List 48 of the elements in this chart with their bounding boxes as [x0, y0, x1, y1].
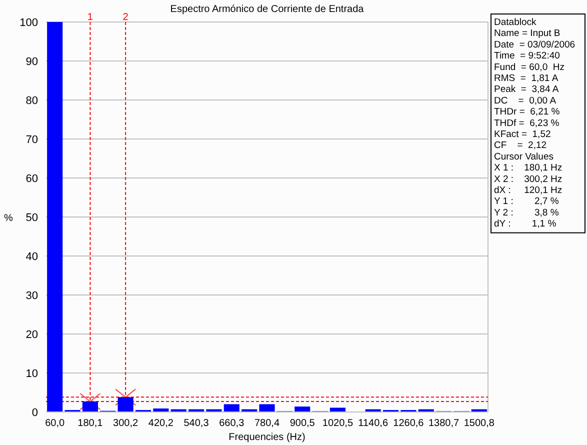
y-tick-label: 70: [26, 134, 38, 146]
x-tick-label: 900,5: [290, 418, 316, 429]
text: DC = 0,00 A: [494, 95, 557, 106]
x-tick-label: 60,0: [45, 418, 66, 429]
text: dX : 120,1 Hz: [494, 185, 562, 196]
x-tick-label: 540,3: [184, 418, 210, 429]
y-tick-label: 60: [26, 173, 38, 185]
y-tick-label: 30: [26, 290, 38, 302]
text: CF = 2,12: [494, 140, 547, 152]
ref-line-label: 1: [87, 12, 94, 23]
text: Fund = 60,0 Hz: [494, 62, 565, 73]
text: dY : 1,1 %: [494, 218, 557, 230]
text: Cursor Values: [494, 151, 554, 162]
y-tick-label: 40: [26, 251, 38, 263]
x-tick-label: 1140,6: [358, 418, 388, 429]
text: RMS = 1,81 A: [494, 73, 559, 84]
text: THDr = 6,21 %: [494, 106, 560, 118]
text: Y 1 : 2,7 %: [494, 196, 560, 208]
text: Peak = 3,84 A: [494, 84, 560, 96]
text: THDf = 6,23 %: [494, 118, 560, 129]
chart-title: Espectro Armónico de Corriente de Entrada: [170, 4, 364, 15]
x-tick-label: 420,2: [148, 418, 174, 429]
text: KFact = 1,52: [494, 129, 551, 140]
text: X 2 : 300,2 Hz: [494, 174, 562, 185]
text: X 1 : 180,1 Hz: [494, 162, 562, 174]
y-tick-label: 80: [26, 95, 38, 107]
text: Y 2 : 3,8 %: [494, 207, 560, 218]
x-tick-label: 1020,5: [322, 418, 354, 429]
ref-line-label: 2: [122, 12, 129, 23]
text: Name = Input B: [494, 28, 560, 40]
y-tick-label: 100: [20, 17, 38, 29]
x-tick-label: 300,2: [113, 418, 139, 429]
x-tick-label: 180,1: [78, 418, 104, 429]
y-axis-title: %: [4, 213, 13, 224]
y-tick-label: 90: [26, 56, 38, 68]
text: Datablock: [494, 17, 536, 28]
x-tick-label: 1500,8: [464, 418, 495, 429]
x-tick-label: 1380,7: [428, 418, 460, 429]
y-tick-label: 50: [26, 212, 38, 224]
text: Date = 03/09/2006: [494, 39, 576, 50]
y-tick-label: 20: [26, 329, 38, 341]
y-tick-label: 0: [32, 407, 38, 419]
x-tick-label: 780,4: [254, 418, 280, 429]
y-tick-label: 10: [26, 368, 38, 380]
x-axis-title: Frequencies (Hz): [228, 432, 306, 443]
text: Time = 9:52:40: [494, 50, 560, 62]
x-tick-label: 660,3: [219, 418, 245, 429]
x-tick-label: 1260,6: [393, 418, 424, 429]
